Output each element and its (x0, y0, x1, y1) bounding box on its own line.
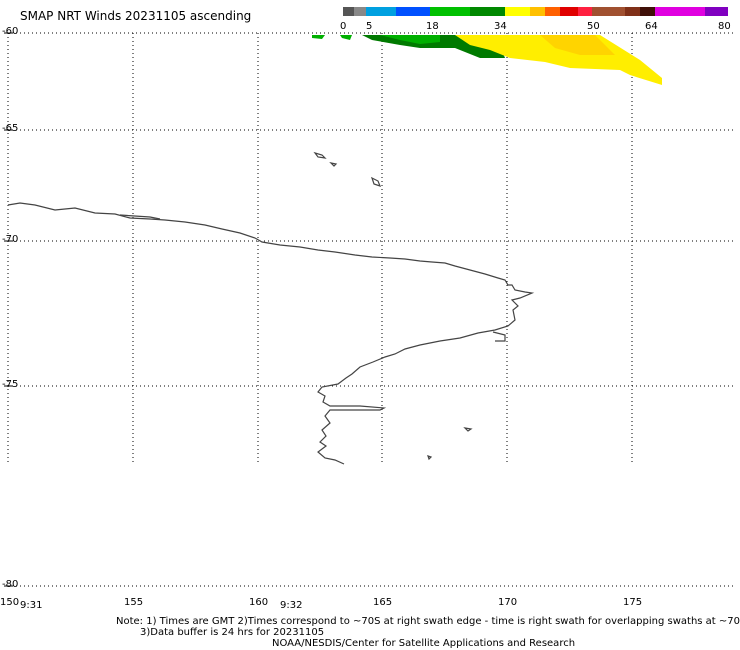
color-legend-swatch (705, 7, 728, 16)
graticule (7, 32, 735, 587)
color-legend-swatch (343, 7, 354, 16)
color-legend-swatch (578, 7, 592, 16)
wind-swath-yellow (455, 35, 662, 85)
swath-time-1: 9:31 (20, 600, 43, 611)
island-2 (329, 162, 338, 167)
color-legend-swatch (430, 7, 470, 16)
x-tick-label-170: 170 (498, 597, 518, 608)
color-legend-swatch (505, 7, 530, 16)
wind-swath-green-light-2 (340, 35, 352, 40)
map-title: SMAP NRT Winds 20231105 ascending (20, 9, 252, 23)
coastline-inlet (492, 331, 506, 342)
color-legend-label: 34 (494, 21, 507, 32)
y-tick-label-70: -70 (2, 234, 19, 245)
note-line-3: NOAA/NESDIS/Center for Satellite Applica… (272, 638, 576, 649)
color-legend-swatch (354, 7, 366, 16)
color-legend-swatch (366, 7, 396, 16)
x-tick-label-175: 175 (623, 597, 643, 608)
y-tick-label-60: -60 (2, 26, 19, 37)
coastline-ridge (119, 214, 161, 220)
color-legend-label: 5 (366, 21, 373, 32)
y-tick-label-65: -65 (2, 123, 19, 134)
wind-swath-yellow-orange (540, 35, 615, 55)
swath-time-2: 9:32 (280, 600, 303, 611)
color-legend-swatch (592, 7, 625, 16)
coastline (7, 151, 535, 465)
color-legend-label: 50 (587, 21, 600, 32)
color-legend-swatch (625, 7, 640, 16)
island-1 (313, 151, 327, 159)
wind-swath (312, 35, 662, 85)
y-tick-label-75: -75 (2, 379, 19, 390)
x-tick-label-165: 165 (373, 597, 393, 608)
x-tick-label-155: 155 (124, 597, 144, 608)
color-legend-swatch (655, 7, 705, 16)
x-tick-label-160: 160 (249, 597, 269, 608)
note-line-2: 3)Data buffer is 24 hrs for 20231105 (140, 627, 325, 638)
antarctic-coastline (7, 202, 535, 465)
x-tick-label-150: 150 (0, 597, 20, 608)
y-tick-label-80: -80 (2, 579, 19, 590)
color-legend-label: 18 (426, 21, 439, 32)
color-legend-bar (343, 7, 728, 16)
note-line-1: Note: 1) Times are GMT 2)Times correspon… (116, 616, 740, 627)
color-legend-swatch (545, 7, 560, 16)
island-5 (427, 455, 433, 461)
color-legend-swatch (396, 7, 430, 16)
color-legend-swatch (470, 7, 505, 16)
color-legend-swatch (530, 7, 545, 16)
color-legend-label: 0 (340, 21, 347, 32)
island-4 (463, 427, 473, 432)
y-axis-ticks (4, 32, 12, 587)
color-legend-swatch (560, 7, 578, 16)
color-legend-swatch (640, 7, 655, 16)
color-legend-label: 80 (718, 21, 731, 32)
island-3 (370, 176, 382, 187)
wind-swath-green-light (312, 35, 325, 39)
wind-swath-green-light-3 (380, 35, 440, 44)
color-legend-label: 64 (645, 21, 658, 32)
